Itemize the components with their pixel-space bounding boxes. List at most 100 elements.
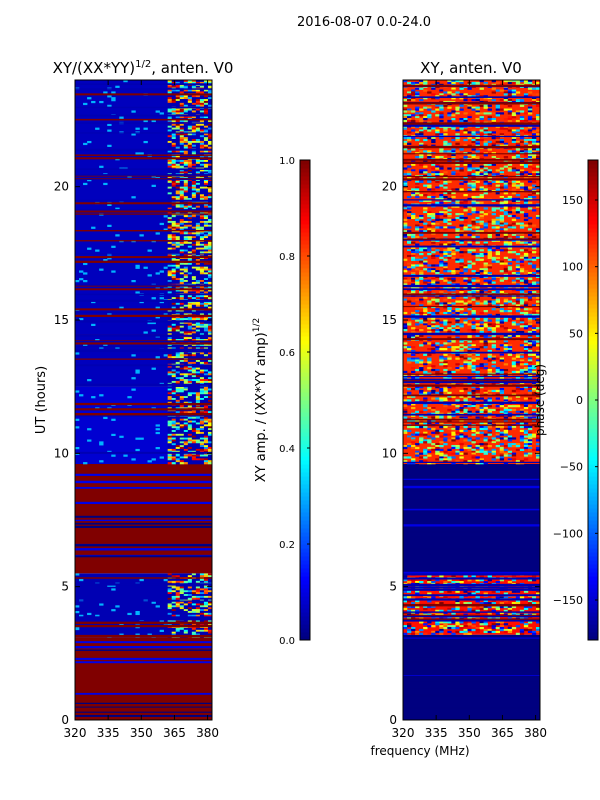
heatmap-cell: [203, 329, 209, 332]
heatmap-cell: [179, 612, 185, 616]
heatmap-cell: [487, 628, 492, 632]
heatmap-cell: [407, 205, 412, 208]
colorbar-step: [300, 228, 310, 233]
heatmap-cell: [199, 323, 205, 327]
heatmap-cell: [171, 394, 177, 397]
heatmap-cell: [443, 104, 448, 107]
heatmap-cell: [191, 354, 197, 357]
heatmap-cell: [195, 448, 201, 452]
heatmap-cell: [407, 119, 412, 123]
heatmap-cell: [203, 289, 209, 292]
heatmap-cell: [523, 201, 529, 204]
heatmap-cell: [183, 161, 189, 165]
heatmap-cell: [203, 588, 209, 591]
heatmap-cell: [435, 216, 440, 220]
heatmap-cell: [171, 238, 177, 241]
heatmap-cell: [207, 300, 213, 304]
heatmap-cell: [511, 89, 517, 92]
colorbar-step: [300, 372, 310, 377]
heatmap-cell: [447, 226, 452, 229]
heatmap-cell: [183, 220, 189, 224]
heatmap-cell: [423, 211, 428, 214]
heatmap-cell: [187, 369, 193, 372]
heatmap-cell: [171, 186, 177, 189]
x-tick-label: 380: [196, 726, 219, 740]
heatmap-cell: [199, 443, 205, 446]
heatmap-cell: [203, 142, 209, 146]
heatmap-cell: [199, 586, 205, 589]
heatmap-streak: [75, 174, 212, 176]
heatmap-cell: [495, 216, 501, 220]
heatmap-cell: [183, 411, 189, 414]
heatmap-cell: [179, 280, 185, 283]
heatmap-cell: [503, 144, 509, 147]
heatmap-cell: [191, 325, 197, 328]
heatmap-cell: [483, 106, 488, 109]
heatmap-cell: [175, 431, 181, 435]
heatmap-cell: [175, 272, 181, 275]
heatmap-cell: [171, 629, 177, 632]
heatmap-cell: [511, 169, 517, 172]
heatmap-cell: [151, 601, 156, 604]
heatmap-cell: [195, 276, 201, 279]
heatmap-cell: [195, 371, 201, 374]
heatmap-cell: [123, 454, 128, 457]
heatmap-cell: [507, 169, 513, 172]
heatmap-cell: [199, 367, 205, 370]
heatmap-streak: [75, 202, 212, 205]
heatmap-cell: [171, 352, 177, 355]
heatmap-cell: [103, 182, 108, 186]
heatmap-cell: [167, 112, 173, 115]
heatmap-cell: [427, 184, 432, 187]
heatmap-cell: [207, 249, 213, 252]
heatmap-cell: [183, 346, 189, 349]
heatmap-cell: [479, 579, 484, 582]
heatmap-cell: [179, 144, 185, 147]
heatmap-cell: [483, 621, 488, 624]
heatmap-cell: [179, 428, 185, 431]
heatmap-cell: [459, 254, 464, 258]
heatmap-cell: [199, 610, 205, 614]
heatmap-cell: [171, 171, 177, 174]
heatmap-cell: [179, 369, 185, 372]
heatmap-cell: [191, 424, 197, 427]
heatmap-cell: [431, 213, 436, 216]
heatmap-cell: [523, 628, 529, 632]
heatmap-cell: [515, 590, 521, 593]
heatmap-cell: [175, 80, 181, 83]
heatmap-cell: [195, 411, 201, 414]
heatmap-cell: [207, 110, 213, 113]
heatmap-cell: [199, 361, 205, 365]
heatmap-cell: [119, 116, 124, 119]
heatmap-cell: [207, 142, 213, 146]
heatmap-cell: [431, 87, 436, 90]
heatmap-cell: [175, 601, 181, 604]
heatmap-cell: [199, 397, 205, 401]
colorbar-step: [300, 404, 310, 409]
heatmap-cell: [519, 254, 525, 258]
heatmap-cell: [171, 150, 177, 153]
colorbar-step: [300, 460, 310, 465]
heatmap-cell: [499, 209, 505, 212]
heatmap-cell: [167, 588, 173, 591]
heatmap-cell: [195, 454, 201, 457]
heatmap-cell: [479, 80, 484, 83]
heatmap-cell: [507, 228, 513, 231]
heatmap-cell: [147, 249, 152, 252]
heatmap-cell: [147, 460, 152, 463]
heatmap-cell: [191, 262, 197, 266]
heatmap-cell: [483, 180, 488, 183]
heatmap-cell: [171, 188, 177, 191]
heatmap-cell: [187, 390, 193, 393]
heatmap-cell: [195, 573, 201, 576]
heatmap-cell: [203, 367, 209, 370]
heatmap-cell: [195, 586, 201, 589]
heatmap-cell: [183, 95, 189, 98]
heatmap-cell: [183, 312, 189, 315]
heatmap-cell: [167, 180, 173, 184]
heatmap-cell: [435, 180, 440, 183]
heatmap-cell: [515, 171, 521, 174]
heatmap-cell: [167, 399, 173, 403]
heatmap-cell: [207, 196, 213, 199]
heatmap-cell: [467, 144, 472, 147]
